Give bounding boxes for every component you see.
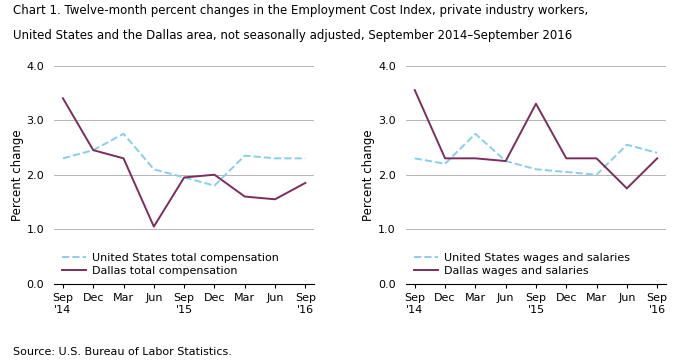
Legend: United States wages and salaries, Dallas wages and salaries: United States wages and salaries, Dallas… <box>414 253 630 276</box>
Y-axis label: Percent change: Percent change <box>363 129 376 221</box>
Line: United States total compensation: United States total compensation <box>63 134 306 186</box>
United States wages and salaries <box>441 162 449 166</box>
Dallas wages and salaries <box>471 156 479 161</box>
United States wages and salaries <box>411 156 419 161</box>
Dallas total compensation <box>59 96 67 100</box>
United States wages and salaries <box>562 170 570 174</box>
United States total compensation <box>150 167 158 171</box>
Dallas wages and salaries <box>532 102 540 106</box>
United States wages and salaries <box>653 151 661 155</box>
United States total compensation <box>120 132 128 136</box>
United States total compensation <box>302 156 310 161</box>
Dallas total compensation <box>241 194 249 199</box>
Dallas total compensation <box>120 156 128 161</box>
United States wages and salaries <box>623 143 631 147</box>
Dallas total compensation <box>302 181 310 185</box>
Dallas wages and salaries <box>411 88 419 92</box>
Dallas total compensation <box>211 173 219 177</box>
United States total compensation <box>90 148 98 153</box>
Line: United States wages and salaries: United States wages and salaries <box>415 134 657 175</box>
United States wages and salaries <box>501 159 509 163</box>
United States wages and salaries <box>592 173 600 177</box>
United States wages and salaries <box>471 132 479 136</box>
Dallas wages and salaries <box>441 156 449 161</box>
Line: Dallas wages and salaries: Dallas wages and salaries <box>415 90 657 189</box>
Legend: United States total compensation, Dallas total compensation: United States total compensation, Dallas… <box>62 253 279 276</box>
Dallas total compensation <box>150 224 158 229</box>
United States wages and salaries <box>532 167 540 171</box>
United States total compensation <box>59 156 67 161</box>
United States total compensation <box>211 183 219 188</box>
United States total compensation <box>180 175 188 180</box>
Dallas total compensation <box>271 197 279 202</box>
Line: Dallas total compensation: Dallas total compensation <box>63 98 306 226</box>
United States total compensation <box>241 154 249 158</box>
Dallas total compensation <box>180 175 188 180</box>
Dallas wages and salaries <box>562 156 570 161</box>
Text: Source: U.S. Bureau of Labor Statistics.: Source: U.S. Bureau of Labor Statistics. <box>13 347 232 357</box>
Text: United States and the Dallas area, not seasonally adjusted, September 2014–Septe: United States and the Dallas area, not s… <box>13 29 573 42</box>
United States total compensation <box>271 156 279 161</box>
Y-axis label: Percent change: Percent change <box>11 129 24 221</box>
Dallas wages and salaries <box>592 156 600 161</box>
Text: Chart 1. Twelve-month percent changes in the Employment Cost Index, private indu: Chart 1. Twelve-month percent changes in… <box>13 4 589 17</box>
Dallas wages and salaries <box>501 159 509 163</box>
Dallas wages and salaries <box>653 156 661 161</box>
Dallas total compensation <box>90 148 98 153</box>
Dallas wages and salaries <box>623 186 631 191</box>
